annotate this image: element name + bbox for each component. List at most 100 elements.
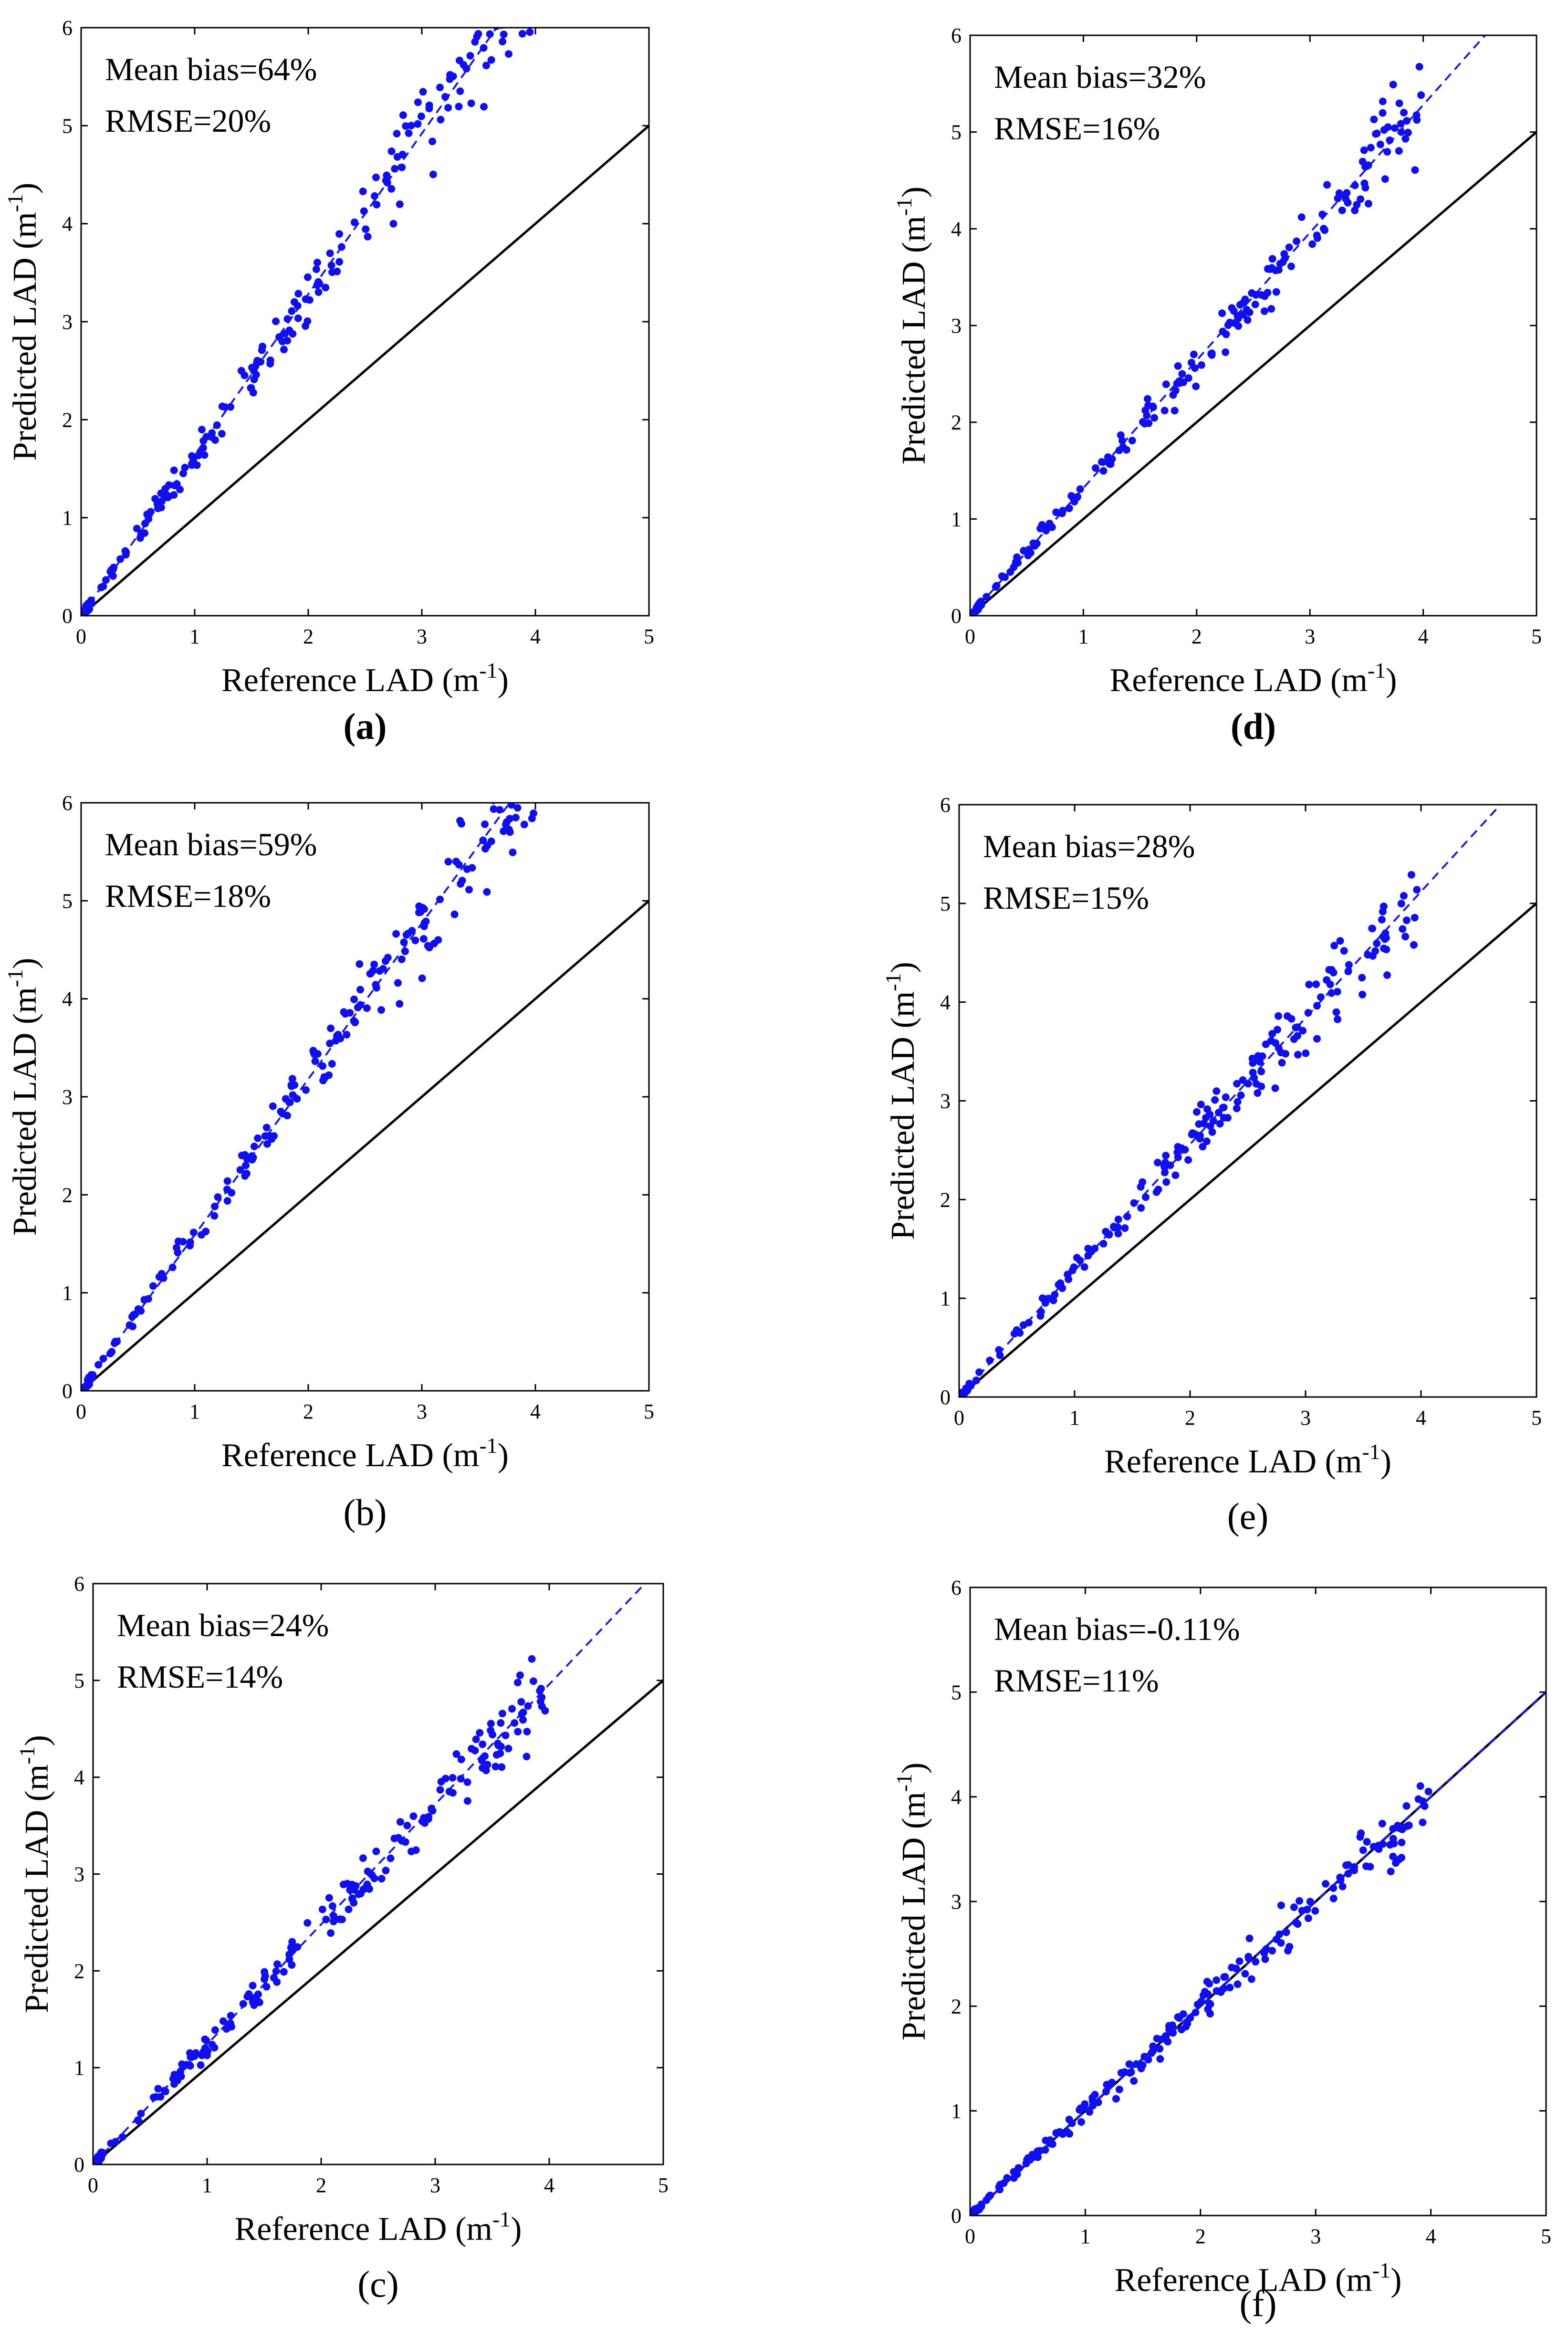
y-tick-label: 1 bbox=[62, 506, 73, 530]
data-point bbox=[396, 1818, 404, 1826]
data-point bbox=[1234, 322, 1243, 330]
x-tick-label: 5 bbox=[1531, 625, 1542, 648]
data-point bbox=[1243, 305, 1251, 314]
data-point bbox=[211, 436, 219, 444]
y-tick-label: 3 bbox=[951, 314, 962, 337]
data-point bbox=[1389, 81, 1397, 89]
data-point bbox=[1281, 254, 1289, 263]
data-point bbox=[102, 576, 110, 584]
data-point bbox=[1140, 2053, 1149, 2061]
rmse-annotation: RMSE=16% bbox=[994, 110, 1160, 147]
data-point bbox=[269, 1102, 277, 1110]
mean-bias-annotation: Mean bias=32% bbox=[994, 59, 1206, 95]
data-point bbox=[1379, 97, 1387, 105]
data-point bbox=[1311, 1907, 1319, 1915]
data-point bbox=[1334, 1015, 1342, 1023]
data-point bbox=[1059, 506, 1067, 515]
data-point bbox=[1277, 1939, 1285, 1947]
data-point bbox=[1244, 1080, 1252, 1088]
data-point bbox=[1256, 1058, 1264, 1066]
data-point bbox=[294, 314, 302, 322]
x-axis-title: Reference LAD (m-1) bbox=[221, 658, 509, 699]
y-tick-label: 4 bbox=[951, 217, 962, 241]
data-point bbox=[1119, 437, 1126, 445]
data-point bbox=[1196, 1134, 1204, 1143]
data-point bbox=[1070, 498, 1078, 506]
data-point bbox=[201, 2035, 209, 2043]
data-point bbox=[1104, 1230, 1112, 1238]
data-point bbox=[1275, 1044, 1283, 1052]
data-point bbox=[325, 1071, 333, 1079]
data-point bbox=[145, 515, 153, 523]
data-point bbox=[512, 814, 520, 821]
data-point bbox=[525, 759, 533, 767]
x-tick-label: 5 bbox=[1531, 1406, 1542, 1429]
data-point bbox=[242, 1161, 250, 1169]
data-point bbox=[293, 1943, 302, 1951]
x-tick-label: 0 bbox=[76, 1400, 86, 1423]
data-point bbox=[219, 2017, 227, 2025]
y-tick-label: 0 bbox=[951, 604, 962, 628]
data-point bbox=[1417, 91, 1425, 99]
data-point bbox=[373, 200, 381, 209]
data-point bbox=[498, 1710, 506, 1718]
data-point bbox=[369, 966, 377, 975]
data-point bbox=[1357, 1829, 1365, 1837]
scatter-points bbox=[959, 871, 1421, 1397]
data-point bbox=[479, 836, 487, 844]
data-point bbox=[293, 1095, 301, 1103]
data-point bbox=[1380, 945, 1388, 953]
data-point bbox=[1193, 1108, 1201, 1116]
identity-line bbox=[959, 902, 1537, 1397]
data-point bbox=[211, 1202, 219, 1210]
y-tick-label: 4 bbox=[951, 1786, 962, 1809]
data-point bbox=[1370, 116, 1378, 124]
data-point bbox=[157, 489, 165, 497]
data-point bbox=[1186, 2014, 1194, 2022]
data-point bbox=[1360, 146, 1368, 154]
data-point bbox=[1304, 1914, 1312, 1922]
data-point bbox=[371, 192, 379, 200]
data-point bbox=[394, 979, 402, 987]
data-point bbox=[186, 2062, 194, 2070]
y-tick-label: 1 bbox=[940, 1287, 951, 1310]
data-point bbox=[1317, 993, 1325, 1001]
data-point bbox=[975, 1368, 983, 1376]
panel-d: 0 1 2 3 4 5 0 1 2 3 4 5 6 Reference LAD (m-1) Predicte… bbox=[892, 24, 1542, 747]
data-point bbox=[1114, 1229, 1122, 1238]
data-point bbox=[1236, 301, 1244, 309]
data-point bbox=[1293, 1023, 1301, 1031]
data-point bbox=[261, 1968, 269, 1976]
data-point bbox=[1304, 1009, 1312, 1017]
data-point bbox=[240, 371, 249, 379]
data-point bbox=[1128, 437, 1136, 445]
data-point bbox=[1400, 109, 1408, 116]
data-point bbox=[397, 956, 406, 963]
data-point bbox=[1162, 1152, 1170, 1160]
data-point bbox=[1130, 1199, 1138, 1207]
data-point bbox=[1272, 288, 1280, 296]
data-point bbox=[99, 1355, 107, 1363]
data-point bbox=[283, 1112, 291, 1120]
data-point bbox=[458, 877, 466, 884]
data-point bbox=[96, 2153, 105, 2163]
data-point bbox=[419, 88, 427, 96]
data-point bbox=[249, 1982, 257, 1990]
data-point bbox=[1357, 195, 1365, 203]
data-point bbox=[1102, 2088, 1110, 2096]
data-point bbox=[288, 1075, 296, 1083]
data-point bbox=[1399, 925, 1407, 933]
data-point bbox=[1149, 2042, 1157, 2050]
data-point bbox=[1276, 260, 1284, 268]
data-point bbox=[89, 1371, 97, 1379]
data-point bbox=[1233, 1098, 1242, 1106]
data-point bbox=[1092, 464, 1099, 472]
data-point bbox=[281, 330, 289, 338]
data-point bbox=[1099, 1240, 1108, 1248]
data-point bbox=[1344, 1870, 1352, 1878]
data-point bbox=[1416, 1782, 1424, 1790]
data-point bbox=[288, 307, 296, 315]
data-point bbox=[962, 1386, 972, 1395]
data-point bbox=[1115, 2085, 1123, 2093]
data-point bbox=[250, 1143, 258, 1150]
